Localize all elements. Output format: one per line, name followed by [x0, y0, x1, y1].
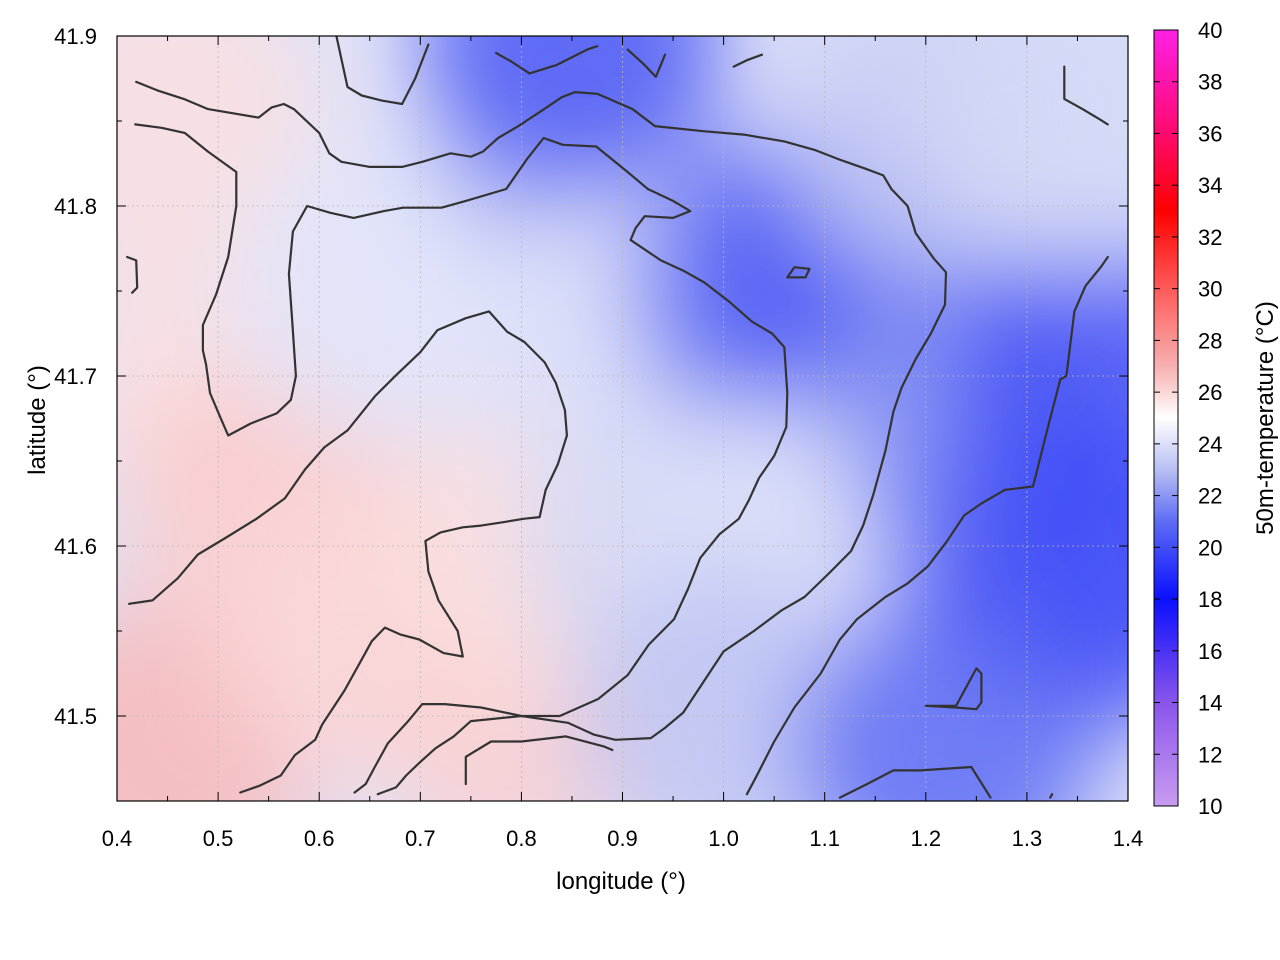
x-tick-label: 1.0: [708, 826, 739, 851]
colorbar-tick-label: 12: [1198, 742, 1222, 767]
x-tick-label: 1.3: [1012, 826, 1043, 851]
colorbar-tick-label: 32: [1198, 225, 1222, 250]
contour-line-12: [838, 765, 992, 799]
colorbar-tick-label: 10: [1198, 794, 1222, 819]
x-tick-label: 0.7: [405, 826, 436, 851]
contour-line-3: [335, 36, 430, 106]
x-tick-label: 0.6: [304, 826, 335, 851]
x-tick-label: 1.2: [911, 826, 942, 851]
contour-line-13: [464, 735, 614, 786]
colorbar-tick-label: 40: [1198, 18, 1222, 43]
contour-line-5: [626, 48, 667, 78]
y-tick-label: 41.8: [54, 194, 97, 219]
colorbar-title: 50m-temperature (°C): [1252, 301, 1279, 535]
colorbar-tick-label: 30: [1198, 277, 1222, 302]
y-tick-label: 41.9: [54, 24, 97, 49]
contour-lines: [126, 36, 1109, 799]
colorbar-tick-label: 14: [1198, 691, 1222, 716]
colorbar-ticks: 10 12 14 16 18 20 22 24 26 28 30 32 34 36 38 40: [1154, 18, 1222, 819]
y-axis: 41.5 41.6 41.7 41.8 41.9: [54, 24, 1128, 802]
contour-line-2: [128, 310, 568, 794]
contour-line-4: [495, 45, 599, 75]
x-tick-label: 0.8: [506, 826, 537, 851]
colorbar-gradient: [1153, 29, 1179, 807]
contour-line-6: [732, 53, 764, 68]
colorbar-tick-label: 36: [1198, 121, 1222, 146]
contour-line-8: [126, 255, 139, 294]
colorbar-tick-label: 28: [1198, 328, 1222, 353]
x-tick-label: 1.4: [1113, 826, 1144, 851]
contour-line-14: [1049, 793, 1054, 799]
y-tick-label: 41.7: [54, 364, 97, 389]
colorbar-tick-label: 20: [1198, 535, 1222, 560]
colorbar-tick-label: 18: [1198, 587, 1222, 612]
colorbar-tick-label: 38: [1198, 70, 1222, 95]
contour-line-0: [135, 80, 948, 794]
field-sample-22: [927, 36, 1128, 271]
x-tick-label: 1.1: [809, 826, 840, 851]
colorbar-tick-label: 34: [1198, 173, 1222, 198]
contour-line-7: [1063, 65, 1109, 126]
y-axis-title: latitude (°): [24, 365, 51, 475]
contour-line-9: [786, 266, 811, 279]
field-sample-21: [796, 600, 1096, 801]
contour-line-10: [745, 255, 1109, 796]
contour-line-11: [924, 667, 983, 711]
colorbar: 10 12 14 16 18 20 22 24 26 28 30 32 34 36 38 40 50m-tem…: [1153, 18, 1279, 819]
contour-line-1: [134, 123, 789, 796]
x-axis-title: longitude (°): [556, 868, 686, 895]
plot-area: [116, 35, 1129, 802]
colorbar-tick-label: 24: [1198, 432, 1222, 457]
x-axis: 0.4 0.5 0.6 0.7 0.8 0.9 1.0 1.1 1.2 1.3 1.4: [102, 36, 1144, 851]
temperature-field: [117, 36, 1128, 801]
colorbar-tick-label: 16: [1198, 639, 1222, 664]
x-tick-label: 0.5: [203, 826, 234, 851]
colorbar-tick-label: 22: [1198, 484, 1222, 509]
x-tick-label: 0.9: [607, 826, 638, 851]
y-tick-label: 41.6: [54, 534, 97, 559]
y-tick-label: 41.5: [54, 704, 97, 729]
x-tick-label: 0.4: [102, 826, 133, 851]
field-sample-9: [421, 36, 722, 195]
colorbar-tick-label: 26: [1198, 380, 1222, 405]
